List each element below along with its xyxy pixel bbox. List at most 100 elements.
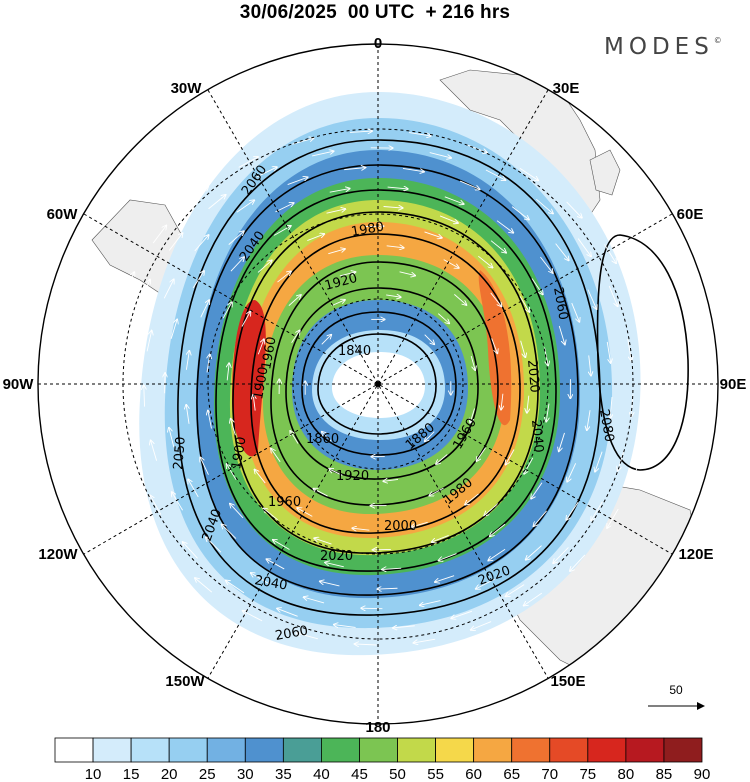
wind-vector bbox=[608, 285, 617, 306]
wind-vector bbox=[188, 479, 199, 498]
contour-label: 1900 bbox=[229, 435, 250, 470]
wind-vector bbox=[355, 644, 377, 645]
colorbar-swatch bbox=[473, 737, 513, 763]
wind-vector bbox=[399, 271, 416, 276]
wind-vector bbox=[435, 575, 455, 582]
wind-vector bbox=[454, 294, 466, 305]
wind-vector bbox=[383, 207, 403, 209]
wind-vector bbox=[559, 432, 565, 451]
colorbar-swatch bbox=[168, 737, 208, 763]
wind-vector bbox=[329, 469, 343, 476]
wind-vector bbox=[185, 351, 189, 370]
wind-vector bbox=[334, 625, 356, 628]
wind-vector bbox=[257, 339, 264, 355]
wind-vector bbox=[506, 449, 515, 464]
south-pole-marker bbox=[375, 381, 381, 387]
wind-vector bbox=[208, 195, 226, 210]
wind-vector bbox=[520, 340, 526, 358]
wind-vector bbox=[230, 504, 244, 519]
contour-label: 1980 bbox=[350, 219, 385, 240]
colorbar-swatch bbox=[549, 737, 589, 763]
wind-vector bbox=[331, 300, 346, 307]
colorbar-swatch bbox=[321, 737, 360, 763]
lon-label-90w: 90W bbox=[3, 376, 35, 393]
wind-vector bbox=[567, 463, 577, 481]
lon-label-30w: 30W bbox=[171, 80, 203, 97]
wind-vector bbox=[127, 488, 137, 508]
wind-vector bbox=[168, 233, 182, 251]
map-disk bbox=[38, 44, 718, 724]
wind-vector bbox=[386, 246, 404, 248]
wind-vector bbox=[558, 325, 565, 344]
wind-vector bbox=[459, 180, 480, 189]
wind-vector bbox=[531, 482, 543, 499]
wind-vector bbox=[490, 292, 502, 307]
colorbar-label: 65 bbox=[503, 766, 520, 782]
lon-label-120e: 120E bbox=[678, 546, 713, 563]
wind-vector bbox=[312, 151, 333, 157]
contour-2080-closed bbox=[596, 234, 689, 471]
colorbar-swatch bbox=[663, 737, 703, 763]
wind-vector bbox=[506, 584, 525, 597]
map-boundary bbox=[37, 43, 719, 725]
wind-vector bbox=[606, 341, 610, 363]
wind-vector bbox=[172, 492, 184, 511]
wind-vector bbox=[465, 493, 479, 505]
colorbar-label: 85 bbox=[656, 766, 673, 782]
wind-vector bbox=[555, 243, 569, 261]
colorbar-swatch bbox=[625, 737, 665, 763]
contour-label: 1920 bbox=[336, 469, 369, 484]
wind-vector bbox=[349, 131, 372, 132]
wind-vector bbox=[444, 196, 464, 204]
wind-vector bbox=[519, 296, 529, 312]
wind-vector bbox=[169, 428, 175, 448]
lon-label-90e: 90E bbox=[720, 376, 747, 393]
map-title: 30/06/2025 00 UTC + 216 hrs bbox=[239, 2, 511, 23]
wind-vector bbox=[501, 393, 503, 410]
wind-vector bbox=[146, 331, 152, 352]
contour-label: 1900 bbox=[251, 365, 272, 400]
wind-vector bbox=[526, 545, 542, 560]
lon-label-150w: 150W bbox=[165, 673, 205, 690]
wind-vector bbox=[470, 355, 475, 370]
contour-label: 2060 bbox=[550, 286, 571, 321]
colorbar-label: 80 bbox=[618, 766, 635, 782]
wind-vector bbox=[429, 152, 451, 158]
colorbar-label: 90 bbox=[694, 766, 711, 782]
colorbar-label: 20 bbox=[161, 766, 178, 782]
wind-vector bbox=[251, 573, 270, 585]
wind-vector bbox=[647, 347, 650, 369]
colorbar-label: 25 bbox=[199, 766, 216, 782]
contour-label: 2040 bbox=[528, 419, 546, 453]
contour-label: 1960 bbox=[259, 335, 280, 370]
wind-vector bbox=[436, 454, 448, 463]
contour-label: 1960 bbox=[268, 495, 301, 510]
wind-vector bbox=[170, 319, 177, 339]
wind-vector bbox=[255, 470, 266, 484]
wind-vector bbox=[571, 302, 580, 322]
colorbar-swatch bbox=[92, 737, 132, 763]
wind-vector bbox=[207, 354, 210, 373]
wind-vector bbox=[326, 209, 346, 214]
wind-vector bbox=[402, 167, 424, 171]
wind-max-west bbox=[232, 300, 266, 457]
wind-vector bbox=[589, 355, 591, 375]
wind-vector bbox=[361, 608, 383, 609]
wind-vector bbox=[271, 449, 281, 463]
longitude-labels: 0 30W 30E 60W 60E 90W 90E 120W 120E 150W… bbox=[3, 35, 747, 736]
colorbar-swatch bbox=[282, 737, 322, 763]
wind-vector bbox=[243, 611, 263, 622]
colorbar-label: 35 bbox=[275, 766, 292, 782]
wind-vector bbox=[471, 621, 492, 630]
wind-vector bbox=[488, 548, 506, 560]
colorbar-swatch bbox=[359, 737, 398, 763]
wind-vector bbox=[238, 157, 258, 168]
colorbar-label: 55 bbox=[427, 766, 444, 782]
wind-vector bbox=[432, 534, 449, 542]
wind-vector bbox=[587, 289, 597, 309]
wind-vector bbox=[631, 293, 639, 315]
wind-vector bbox=[540, 256, 552, 273]
wind-vector bbox=[476, 447, 486, 461]
wind-vector bbox=[227, 363, 229, 381]
